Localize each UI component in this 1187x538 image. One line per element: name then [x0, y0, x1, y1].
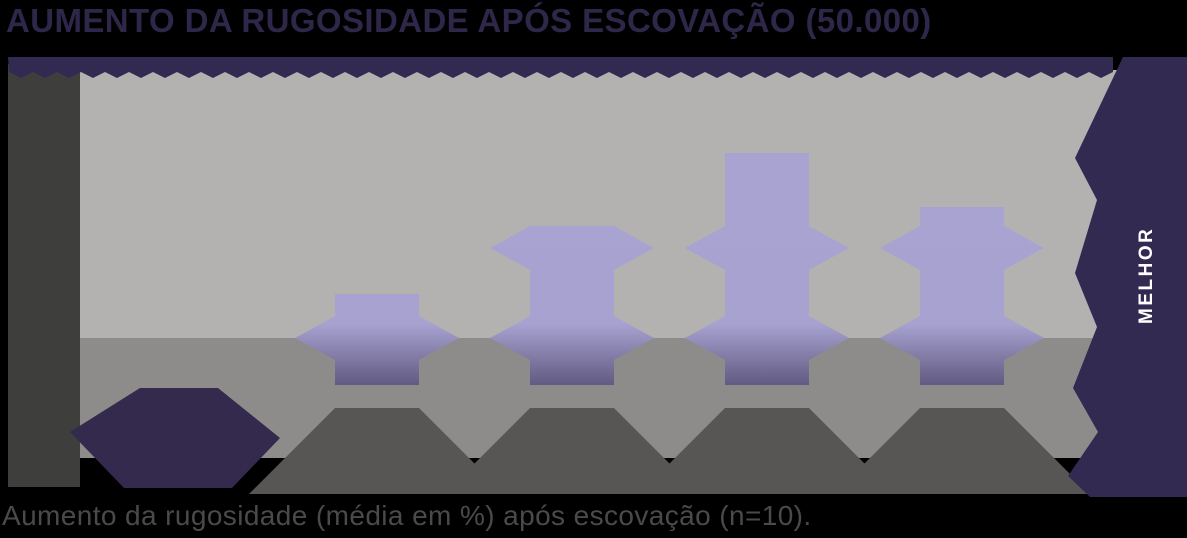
top-zigzag-strip	[8, 57, 1113, 78]
bar-category-2	[295, 294, 459, 385]
better-direction-label: MELHOR	[1136, 226, 1157, 324]
bar-category-4	[685, 153, 849, 385]
y-axis-column	[8, 64, 80, 487]
winner-badge	[70, 388, 280, 488]
chart-caption: Aumento da rugosidade (média em %) após …	[2, 500, 812, 531]
chart-title: AUMENTO DA RUGOSIDADE APÓS ESCOVAÇÃO (50…	[6, 2, 932, 39]
bar-category-5	[880, 207, 1044, 385]
bar-category-3	[490, 226, 654, 385]
label-mound	[639, 408, 895, 494]
label-mound	[444, 408, 700, 494]
melhor-band	[1068, 57, 1187, 497]
label-mound	[249, 408, 505, 494]
label-mound	[834, 408, 1090, 494]
